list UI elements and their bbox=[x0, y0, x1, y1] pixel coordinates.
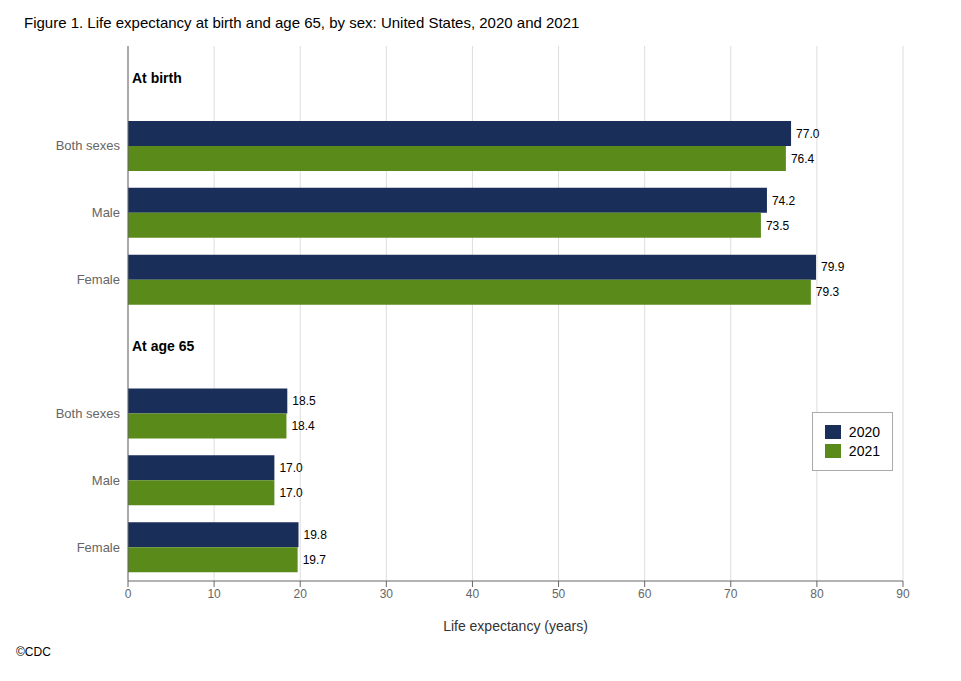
svg-text:At birth: At birth bbox=[132, 70, 182, 86]
html-text:2020: 2020 bbox=[848, 424, 880, 440]
svg-text:0: 0 bbox=[125, 587, 132, 601]
svg-text:17.0: 17.0 bbox=[279, 461, 303, 475]
svg-text:Life expectancy (years): Life expectancy (years) bbox=[443, 618, 588, 634]
svg-text:74.2: 74.2 bbox=[772, 194, 796, 208]
svg-text:Male: Male bbox=[92, 473, 120, 488]
svg-text:73.5: 73.5 bbox=[766, 219, 790, 233]
svg-text:Both sexes: Both sexes bbox=[56, 138, 121, 153]
svg-text:At age 65: At age 65 bbox=[132, 338, 194, 354]
svg-text:19.7: 19.7 bbox=[303, 553, 327, 567]
svg-text:18.4: 18.4 bbox=[291, 419, 315, 433]
svg-text:Both sexes: Both sexes bbox=[56, 406, 121, 421]
svg-text:17.0: 17.0 bbox=[279, 486, 303, 500]
svg-text:79.9: 79.9 bbox=[821, 260, 845, 274]
html-text:Figure 1. Life expectancy at b: Figure 1. Life expectancy at birth and a… bbox=[24, 14, 580, 31]
svg-text:10: 10 bbox=[207, 587, 221, 601]
svg-text:30: 30 bbox=[380, 587, 394, 601]
svg-text:76.4: 76.4 bbox=[791, 152, 815, 166]
svg-text:77.0: 77.0 bbox=[796, 127, 820, 141]
svg-text:18.5: 18.5 bbox=[292, 394, 316, 408]
svg-text:79.3: 79.3 bbox=[816, 285, 840, 299]
svg-text:Female: Female bbox=[77, 272, 120, 287]
svg-text:40: 40 bbox=[466, 587, 480, 601]
svg-text:90: 90 bbox=[896, 587, 910, 601]
svg-text:20: 20 bbox=[294, 587, 308, 601]
svg-text:Female: Female bbox=[77, 540, 120, 555]
svg-text:19.8: 19.8 bbox=[304, 528, 328, 542]
svg-text:60: 60 bbox=[638, 587, 652, 601]
html-text:2021: 2021 bbox=[848, 443, 880, 459]
html-text:©CDC: ©CDC bbox=[16, 645, 51, 659]
svg-text:Male: Male bbox=[92, 205, 120, 220]
svg-text:80: 80 bbox=[810, 587, 824, 601]
svg-text:50: 50 bbox=[552, 587, 566, 601]
svg-text:70: 70 bbox=[724, 587, 738, 601]
